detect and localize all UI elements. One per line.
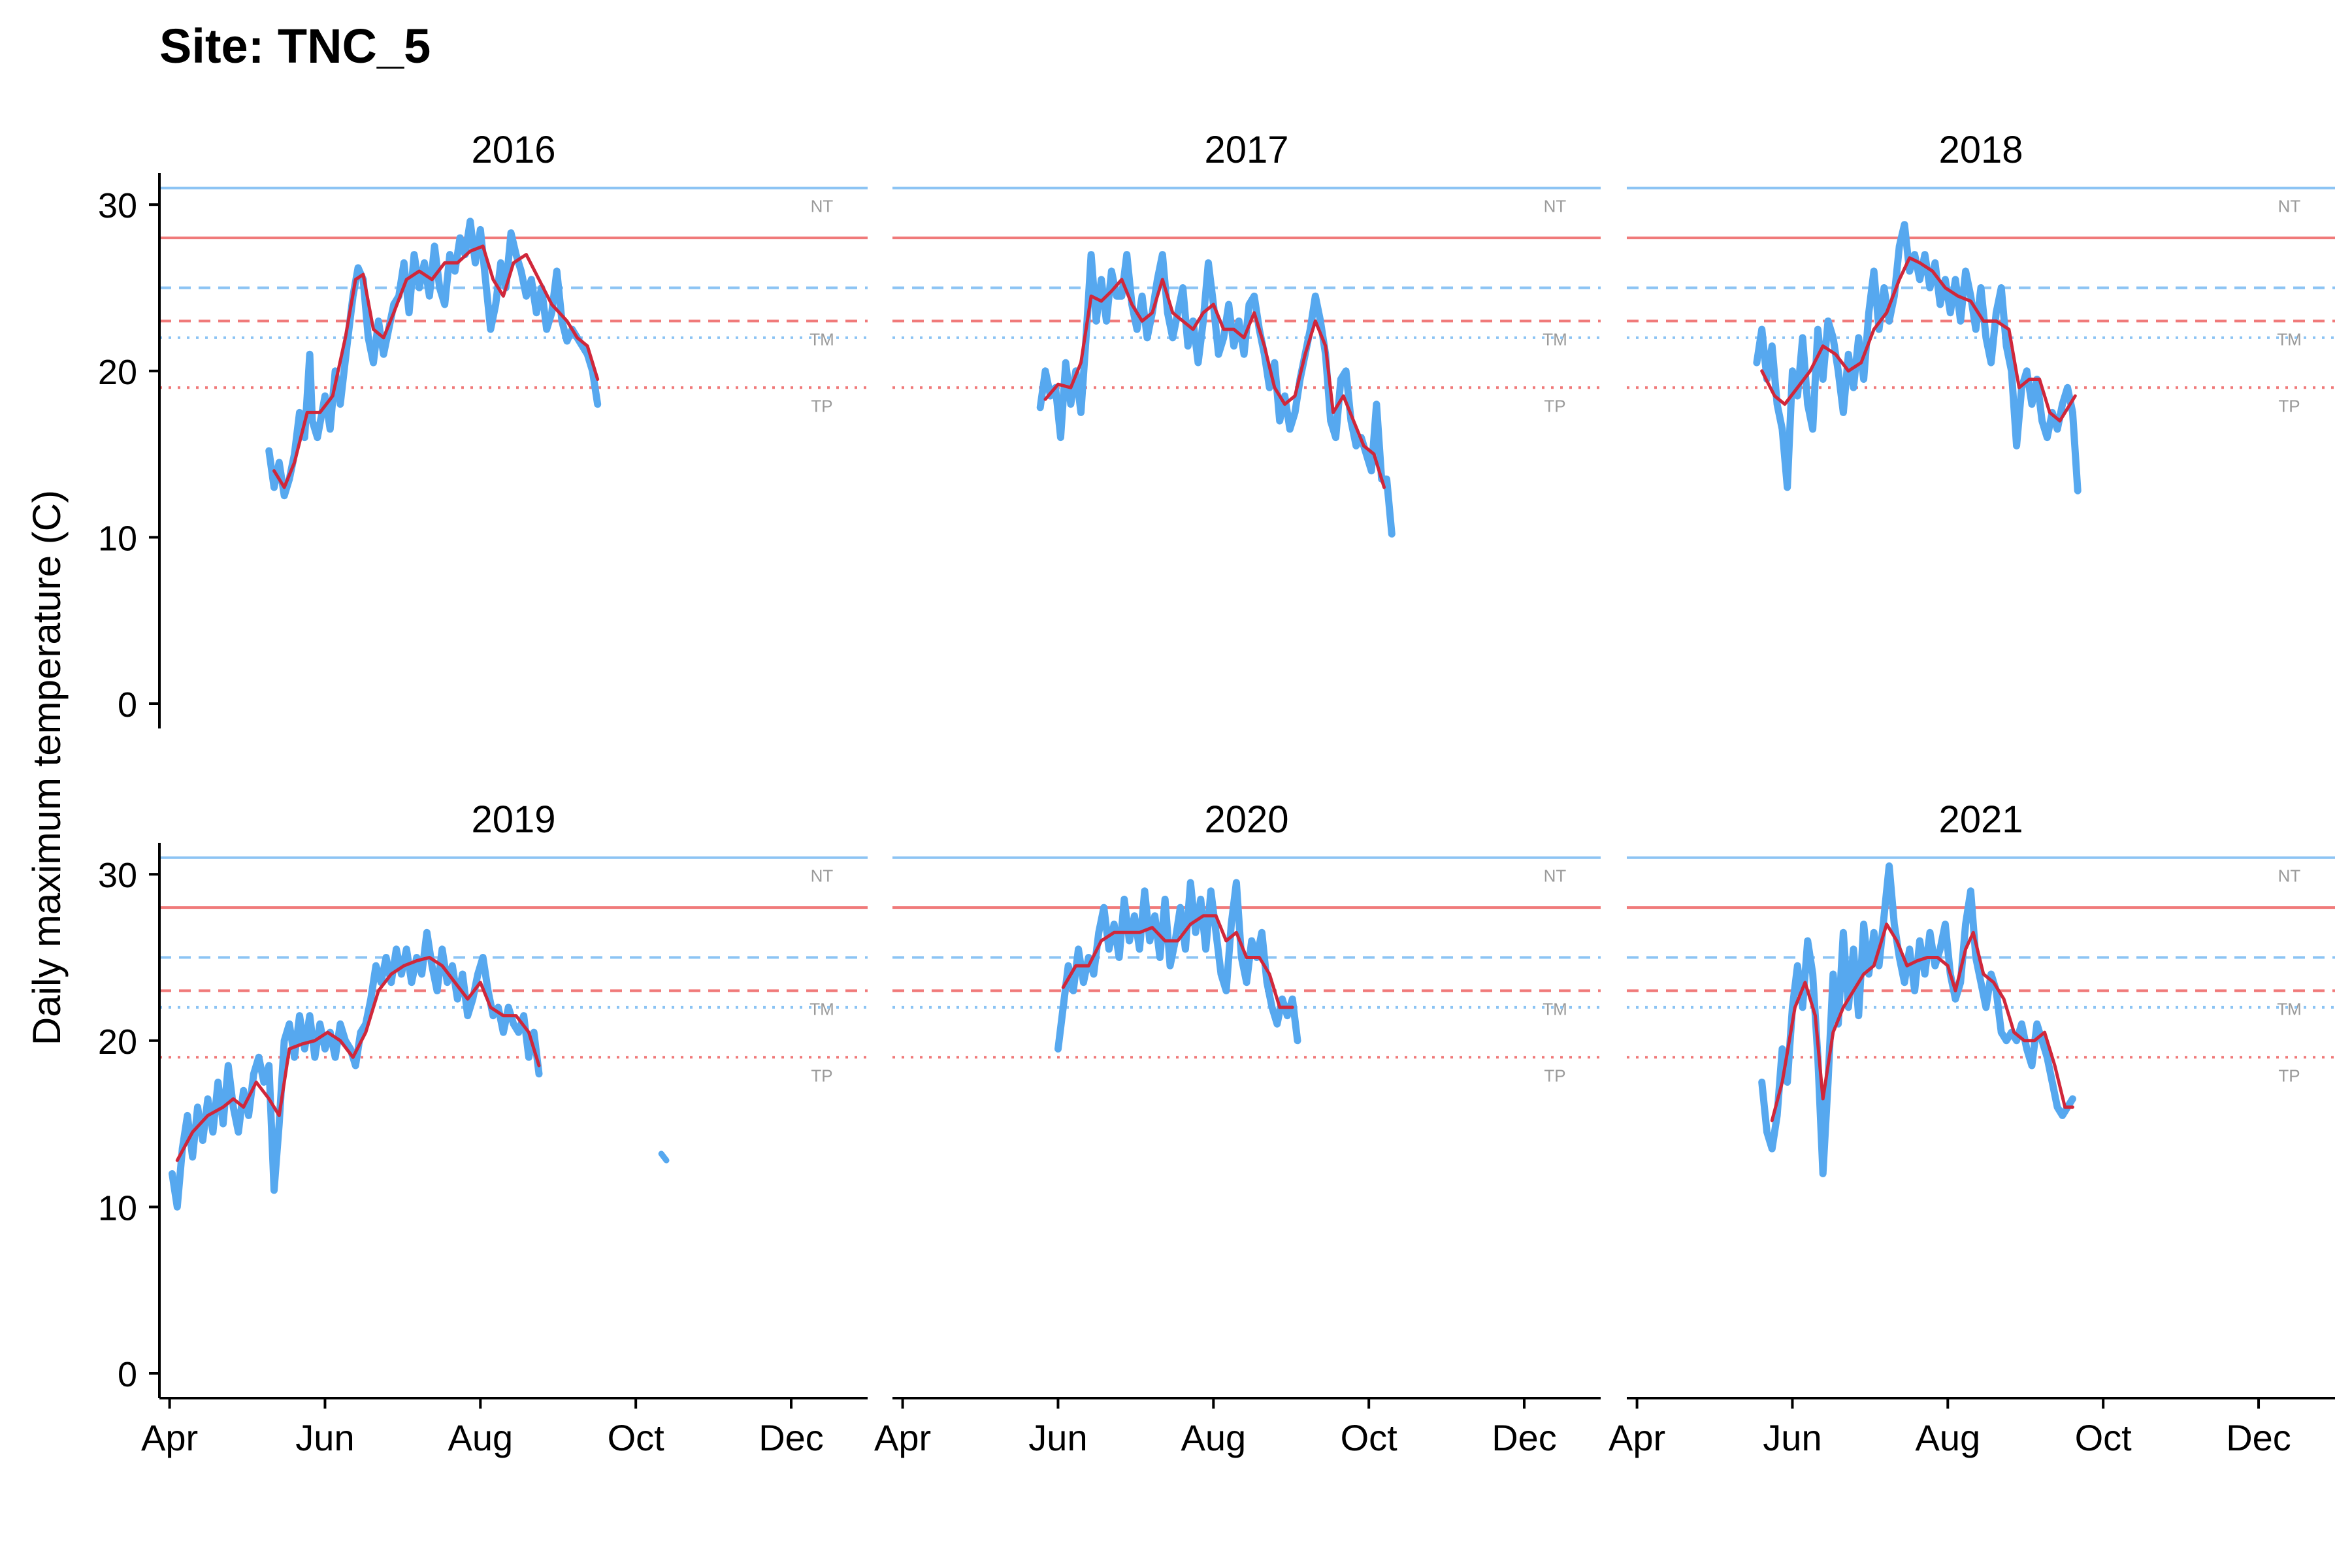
y-tick-label: 20 [98, 353, 137, 392]
threshold-label: TP [811, 1066, 832, 1085]
chart-title: Site: TNC_5 [159, 19, 431, 73]
threshold-label: TP [2278, 396, 2300, 416]
threshold-label: NT [811, 866, 834, 886]
threshold-label: NT [1544, 866, 1567, 886]
x-tick-label: Jun [295, 1417, 354, 1458]
y-tick-label: 30 [98, 186, 137, 225]
daily-max-series [1758, 862, 2076, 1177]
facet-strip-label: 2020 [1204, 798, 1288, 841]
facet-panel-2016: 2016 NT TM TP 0 10 20 30 [98, 129, 868, 728]
smoothed-series [272, 244, 600, 489]
x-tick-label: Dec [759, 1417, 824, 1458]
smoothed-series [175, 956, 541, 1162]
threshold-label: TM [809, 329, 834, 349]
facet-panel-2020: 2020 NT TM TP Apr Jun Aug Oct Dec [874, 798, 1601, 1458]
threshold-label: TP [2278, 1066, 2300, 1085]
threshold-label: TP [1544, 1066, 1565, 1085]
threshold-label: NT [2278, 866, 2301, 886]
y-tick-label: 0 [118, 685, 137, 725]
threshold-label: TM [2277, 329, 2302, 349]
daily-max-series [265, 218, 602, 500]
x-tick-label: Jun [1028, 1417, 1087, 1458]
x-tick-label: Aug [448, 1417, 513, 1458]
daily-max-series [1753, 221, 2082, 495]
threshold-label: TM [1543, 329, 1567, 349]
smoothed-series [1760, 256, 2077, 423]
x-tick-label: Apr [141, 1417, 198, 1458]
x-tick-label: Dec [2226, 1417, 2291, 1458]
y-tick-label: 20 [98, 1022, 137, 1062]
threshold-label: NT [1544, 197, 1567, 216]
facet-panel-2019: 2019 NT TM TP 0 10 20 30 Apr Jun Aug Oct Dec [98, 798, 868, 1458]
y-axis-label: Daily maximum temperature (C) [25, 490, 69, 1045]
facet-strip-label: 2017 [1204, 129, 1288, 171]
smoothed-series [1061, 914, 1294, 1009]
facet-strip-label: 2021 [1938, 798, 2023, 841]
facet-strip-label: 2019 [471, 798, 555, 841]
threshold-label: TM [1543, 999, 1567, 1019]
smoothed-series [1770, 923, 2074, 1122]
x-tick-label: Oct [2075, 1417, 2132, 1458]
y-tick-label: 30 [98, 856, 137, 895]
y-tick-label: 10 [98, 1188, 137, 1228]
daily-max-series-extra [658, 1151, 670, 1164]
smoothed-series [1043, 278, 1386, 489]
threshold-label: NT [811, 197, 834, 216]
x-tick-label: Apr [874, 1417, 931, 1458]
daily-max-series [169, 928, 543, 1211]
x-tick-label: Jun [1763, 1417, 1821, 1458]
daily-max-series [1054, 879, 1301, 1053]
x-tick-label: Apr [1609, 1417, 1665, 1458]
x-tick-label: Oct [1341, 1417, 1398, 1458]
y-tick-label: 10 [98, 519, 137, 558]
facet-panel-2021: 2021 NT TM TP Apr Jun Aug Oct Dec [1609, 798, 2335, 1458]
y-tick-label: 0 [118, 1355, 137, 1394]
facet-strip-label: 2018 [1938, 129, 2023, 171]
threshold-label: TP [811, 396, 832, 416]
threshold-label: NT [2278, 197, 2301, 216]
facet-panel-2018: 2018 NT TM TP [1627, 129, 2335, 495]
threshold-label: TM [2277, 999, 2302, 1019]
facet-panel-2017: 2017 NT TM TP [892, 129, 1601, 538]
x-tick-label: Aug [1181, 1417, 1246, 1458]
x-tick-label: Dec [1492, 1417, 1557, 1458]
threshold-label: TM [809, 999, 834, 1019]
facet-panels: 2016NTTMTP01020302017NTTMTP2018NTTMTP201… [98, 129, 2335, 1458]
threshold-label: TP [1544, 396, 1565, 416]
facet-strip-label: 2016 [471, 129, 555, 171]
x-tick-label: Aug [1915, 1417, 1980, 1458]
x-tick-label: Oct [608, 1417, 665, 1458]
